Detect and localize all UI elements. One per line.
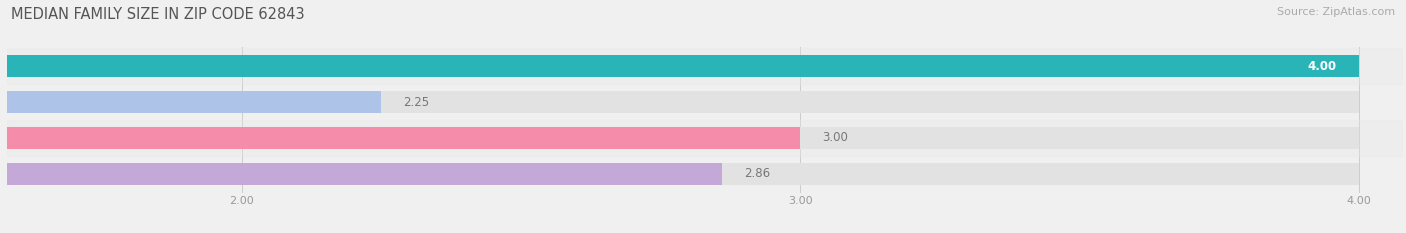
Text: 2.86: 2.86 [744, 167, 770, 180]
Bar [0, 163, 1358, 185]
Bar [0, 163, 721, 185]
Bar [7, 120, 1403, 156]
Bar [0, 55, 1358, 77]
Bar [0, 91, 381, 113]
Bar [0, 127, 800, 149]
Text: Source: ZipAtlas.com: Source: ZipAtlas.com [1277, 7, 1395, 17]
Text: 3.00: 3.00 [823, 131, 848, 144]
Text: MEDIAN FAMILY SIZE IN ZIP CODE 62843: MEDIAN FAMILY SIZE IN ZIP CODE 62843 [11, 7, 305, 22]
Text: 2.25: 2.25 [404, 96, 430, 109]
Bar [7, 48, 1403, 84]
Bar [0, 55, 1358, 77]
Bar [0, 127, 1358, 149]
Text: 4.00: 4.00 [1308, 60, 1336, 73]
Bar [0, 91, 1358, 113]
